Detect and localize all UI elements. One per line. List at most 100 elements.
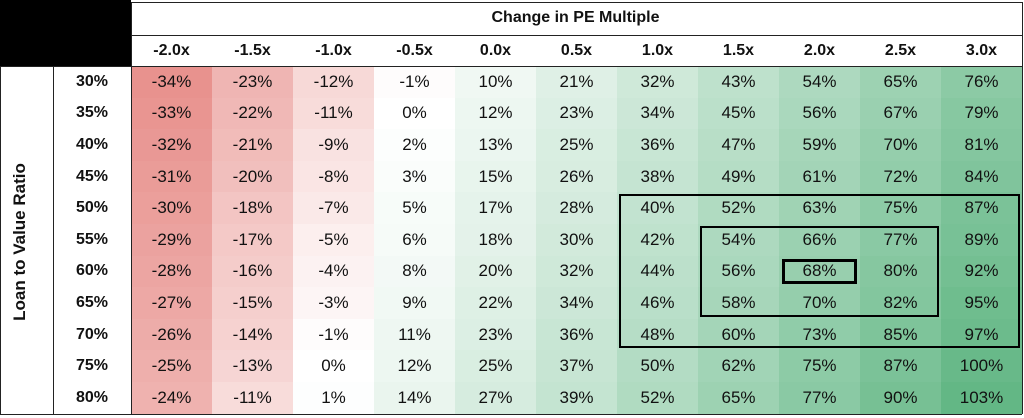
heatmap-cell: 50%	[617, 350, 698, 382]
heatmap-cell: 45%	[698, 97, 779, 130]
heatmap-cell: -24%	[131, 382, 212, 414]
heatmap-cell: 77%	[860, 224, 941, 256]
frame-line	[0, 413, 1022, 415]
column-header: 1.5x	[722, 41, 755, 59]
heatmap-cell: 103%	[941, 382, 1022, 414]
heatmap-cell: -21%	[212, 129, 293, 161]
heatmap-cell: 30%	[536, 224, 617, 256]
heatmap-cell: 39%	[536, 382, 617, 414]
heatmap-cell: 52%	[698, 192, 779, 224]
heatmap-cell: -1%	[293, 318, 374, 351]
heatmap-cell: -18%	[212, 192, 293, 224]
row-header: 60%	[75, 262, 109, 280]
heatmap-cell: 23%	[536, 97, 617, 130]
frame-line	[0, 66, 1, 414]
heatmap-cell: 37%	[536, 350, 617, 382]
row-header: 35%	[75, 104, 109, 122]
heatmap-cell: 12%	[455, 97, 536, 130]
heatmap-cell: -3%	[293, 287, 374, 319]
heatmap-cell: 14%	[374, 382, 455, 414]
heatmap-cell: 67%	[860, 97, 941, 130]
frame-line	[131, 35, 1022, 36]
heatmap-cell: 95%	[941, 287, 1022, 319]
heatmap-cell: 62%	[698, 350, 779, 382]
heatmap-cell: -20%	[212, 160, 293, 193]
column-header: -1.0x	[315, 41, 352, 59]
heatmap-cell: 27%	[455, 382, 536, 414]
heatmap-cell: 97%	[941, 318, 1022, 351]
heatmap-cell: 9%	[374, 287, 455, 319]
heatmap-cell: -25%	[131, 350, 212, 382]
heatmap-cell: 76%	[941, 66, 1022, 98]
heatmap-cell: 80%	[860, 255, 941, 288]
heatmap-cell: 34%	[617, 97, 698, 130]
heatmap-cell: 43%	[698, 66, 779, 98]
column-header: 2.0x	[803, 41, 836, 59]
heatmap-cell: 54%	[698, 224, 779, 256]
heatmap-cell: -5%	[293, 224, 374, 256]
heatmap-cell: 87%	[941, 192, 1022, 224]
heatmap-cell: 21%	[536, 66, 617, 98]
heatmap-cell: 72%	[860, 160, 941, 193]
column-header: 3.0x	[965, 41, 998, 59]
column-header: -1.5x	[234, 41, 271, 59]
heatmap-cell: 46%	[617, 287, 698, 319]
heatmap-cell: 63%	[779, 192, 860, 224]
frame-line	[131, 2, 1022, 3]
heatmap-cell: -16%	[212, 255, 293, 288]
heatmap-cell: 65%	[860, 66, 941, 98]
heatmap-cell: -30%	[131, 192, 212, 224]
row-header: 80%	[75, 388, 109, 406]
row-header: 50%	[75, 199, 109, 217]
heatmap-cell: 70%	[860, 129, 941, 161]
heatmap-cell: -11%	[293, 97, 374, 130]
heatmap-cell: 8%	[374, 255, 455, 288]
heatmap-cell: 17%	[455, 192, 536, 224]
heatmap-cell: 18%	[455, 224, 536, 256]
heatmap-cell: 75%	[860, 192, 941, 224]
heatmap-cell: 75%	[779, 350, 860, 382]
heatmap-cell: 82%	[860, 287, 941, 319]
row-header: 70%	[75, 325, 109, 343]
row-header: 55%	[75, 230, 109, 248]
heatmap-cell: 0%	[293, 350, 374, 382]
heatmap-cell: 0%	[374, 97, 455, 130]
column-header: -0.5x	[396, 41, 433, 59]
row-header: 30%	[75, 72, 109, 90]
heatmap-cell: -27%	[131, 287, 212, 319]
heatmap-cell: 25%	[536, 129, 617, 161]
heatmap-cell: 6%	[374, 224, 455, 256]
heatmap-cell: 85%	[860, 318, 941, 351]
row-header: 40%	[75, 135, 109, 153]
frame-line	[0, 66, 1022, 67]
heatmap-cell: 73%	[779, 318, 860, 351]
heatmap-cell: 42%	[617, 224, 698, 256]
heatmap-cell: 5%	[374, 192, 455, 224]
heatmap-cell: -9%	[293, 129, 374, 161]
heatmap-cell: -17%	[212, 224, 293, 256]
frame-line	[1022, 2, 1023, 414]
heatmap-cell: 92%	[941, 255, 1022, 288]
heatmap-cell: 36%	[617, 129, 698, 161]
heatmap-cell: -15%	[212, 287, 293, 319]
heatmap-cell: 68%	[779, 255, 860, 288]
heatmap-cell: 89%	[941, 224, 1022, 256]
corner-block	[0, 0, 131, 66]
column-header: 0.5x	[560, 41, 593, 59]
heatmap-cell: 34%	[536, 287, 617, 319]
column-header: 1.0x	[641, 41, 674, 59]
heatmap-cell: 56%	[698, 255, 779, 288]
heatmap-cell: 44%	[617, 255, 698, 288]
heatmap-cell: 84%	[941, 160, 1022, 193]
heatmap-cell: 11%	[374, 318, 455, 351]
row-header: 65%	[75, 293, 109, 311]
heatmap-cell: -8%	[293, 160, 374, 193]
heatmap-cell: -1%	[374, 66, 455, 98]
heatmap-cell: -33%	[131, 97, 212, 130]
heatmap-cell: 32%	[617, 66, 698, 98]
heatmap-cell: 87%	[860, 350, 941, 382]
heatmap-cell: 70%	[779, 287, 860, 319]
heatmap-cell: -13%	[212, 350, 293, 382]
heatmap-cell: -26%	[131, 318, 212, 351]
